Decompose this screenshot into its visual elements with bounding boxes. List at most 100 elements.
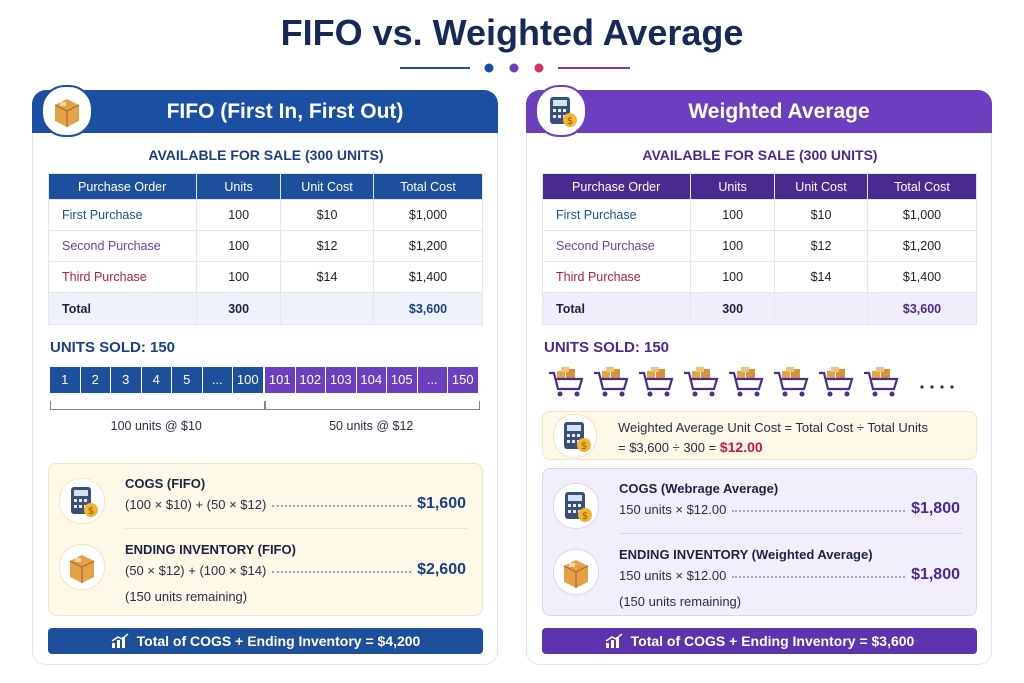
icon-part [111, 643, 115, 648]
icon-part [940, 385, 944, 389]
table-cell: $1,200 [867, 230, 977, 262]
icon-part [563, 109, 566, 112]
panel: Weighted Average $ AVAILABLE FOR SALE (300… [526, 85, 992, 665]
chart-icon [605, 633, 623, 649]
separator [125, 528, 468, 529]
icon-part [619, 391, 625, 397]
icon-part [692, 371, 700, 379]
table-cell: 100 [196, 230, 281, 262]
column-header: Total Cost [373, 173, 483, 200]
cart-icon [682, 366, 722, 406]
icon-part [574, 391, 580, 397]
divider-dot [534, 63, 544, 73]
cart-icon [547, 366, 587, 406]
unit-box: 3 [111, 367, 141, 393]
summary-box: $ COGS (FIFO) (100 × $10) + (50 × $12) $1,6… [48, 463, 483, 616]
icon-part: $ [565, 492, 592, 522]
icon-part [573, 504, 576, 507]
ending-value: $1,800 [911, 566, 960, 583]
icon-part [774, 366, 809, 397]
unit-box: 103 [326, 367, 356, 393]
icon-part [567, 434, 570, 437]
icon-part: $ [581, 441, 587, 452]
icon-part [84, 503, 98, 517]
icon-part [774, 371, 809, 391]
icon-part [664, 391, 670, 397]
cogs-row: (100 × $10) + (50 × $12) $1,600 [125, 493, 466, 515]
icon-part [729, 371, 764, 391]
table-cell: $14 [280, 261, 375, 293]
table-row: Third Purchase 100 $14 $1,400 [48, 261, 483, 293]
icon-part [844, 391, 850, 397]
ellipsis [917, 379, 967, 397]
icon-part [594, 366, 629, 397]
table-row: Second Purchase 100 $12 $1,200 [542, 230, 977, 262]
icon-part [611, 369, 620, 379]
row-label: First Purchase [48, 199, 198, 231]
purchase-table: Purchase Order Units Unit Cost Total Cost Fi… [542, 173, 977, 325]
unit-box: 5 [172, 367, 202, 393]
icon-part: $ [88, 506, 94, 517]
icon-part [836, 369, 845, 379]
icon-part [639, 366, 674, 397]
icon-part [558, 115, 561, 118]
icon-part [950, 385, 954, 389]
chart-icon [111, 633, 129, 649]
leader [272, 505, 412, 507]
table-row: Third Purchase 100 $14 $1,400 [542, 261, 977, 293]
total-label: Total [48, 292, 198, 325]
divider-dot [484, 63, 494, 73]
formula-text: = $3,600 ÷ 300 = [618, 440, 717, 455]
icon-part [831, 366, 839, 372]
unit-box: 150 [448, 367, 478, 393]
icon-part [876, 366, 884, 372]
icon-part [864, 371, 899, 391]
icon-part [577, 434, 580, 437]
icon-part: $ [582, 511, 588, 522]
column-header: Unit Cost [774, 173, 869, 200]
formula-result: $12.00 [719, 439, 763, 455]
icon-part [558, 109, 561, 112]
icon-part: $ [564, 422, 591, 452]
icon-part [881, 369, 890, 379]
table-cell: $1,400 [373, 261, 483, 293]
icon: $ [556, 486, 596, 531]
unit-box: 105 [387, 367, 417, 393]
table-cell: $12 [280, 230, 375, 262]
available-label: AVAILABLE FOR SALE (300 UNITS) [148, 147, 384, 163]
icon-part [567, 440, 570, 443]
icon-part [827, 371, 835, 379]
icon-part [782, 371, 790, 379]
icon-part [79, 499, 82, 502]
panel-title: FIFO (First In, First Out) [166, 100, 404, 123]
icon-part [754, 391, 760, 397]
icon-part [578, 504, 581, 507]
icon-part [827, 391, 833, 397]
page-title: FIFO vs. Weighted Average [280, 12, 744, 53]
icon-part [568, 504, 571, 507]
table-cell: $1,000 [867, 199, 977, 231]
cogs-value: $1,600 [417, 495, 466, 512]
icon-circle [59, 544, 105, 590]
cogs-row: 150 units × $12.00 $1,800 [619, 498, 960, 520]
panel-header: Weighted Average [526, 90, 992, 133]
table-cell: $14 [774, 261, 869, 293]
ending-title: ENDING INVENTORY (Weighted Average) [619, 547, 873, 562]
total-label: Total [542, 292, 692, 325]
unit-box: 102 [295, 367, 325, 393]
icon-part [563, 113, 577, 127]
cart-icon [772, 366, 812, 406]
table-row: First Purchase 100 $10 $1,000 [542, 199, 977, 231]
icon-part [930, 385, 934, 389]
icon-part [572, 440, 575, 443]
column-header: Purchase Order [542, 173, 692, 200]
unit-box: 101 [265, 367, 295, 393]
cart-icon [817, 366, 857, 406]
ending-title: ENDING INVENTORY (FIFO) [125, 542, 296, 557]
icon-part [615, 637, 619, 648]
bracket-label: 100 units @ $10 [110, 419, 202, 433]
cart-icon [862, 366, 902, 406]
icon-part [573, 510, 576, 513]
icon-part [561, 366, 569, 372]
icon-part [791, 369, 800, 379]
